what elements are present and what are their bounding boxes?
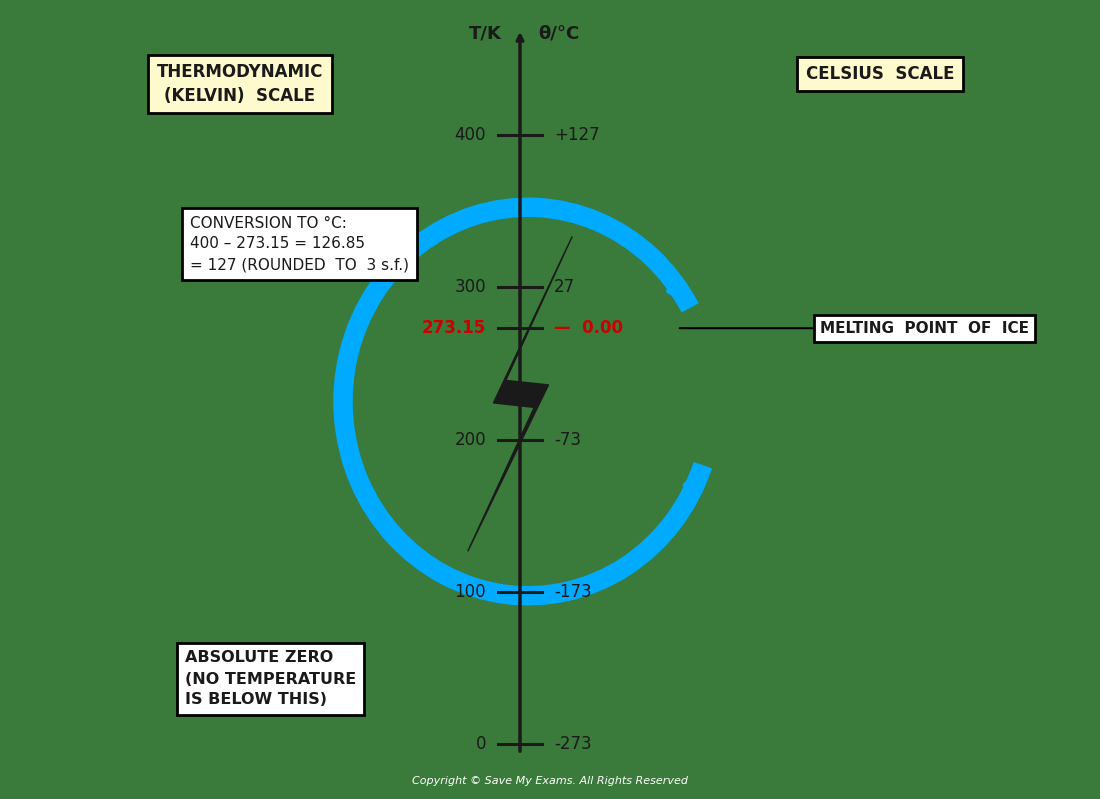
Text: —  0.00: — 0.00	[554, 320, 623, 337]
Text: 273.15: 273.15	[421, 320, 486, 337]
Text: +127: +127	[554, 126, 600, 144]
Text: -73: -73	[554, 431, 581, 448]
Text: Copyright © Save My Exams. All Rights Reserved: Copyright © Save My Exams. All Rights Re…	[412, 776, 688, 786]
Text: 300: 300	[454, 278, 486, 296]
Text: MELTING  POINT  OF  ICE: MELTING POINT OF ICE	[820, 320, 1028, 336]
Text: ABSOLUTE ZERO
(NO TEMPERATURE
IS BELOW THIS): ABSOLUTE ZERO (NO TEMPERATURE IS BELOW T…	[185, 650, 356, 707]
Text: THERMODYNAMIC
(KELVIN)  SCALE: THERMODYNAMIC (KELVIN) SCALE	[157, 63, 323, 105]
Text: θ/°C: θ/°C	[538, 25, 580, 43]
Text: CONVERSION TO °C:
400 – 273.15 = 126.85
= 127 (ROUNDED  TO  3 s.f.): CONVERSION TO °C: 400 – 273.15 = 126.85 …	[190, 216, 409, 272]
Text: -273: -273	[554, 735, 592, 753]
Text: T/K: T/K	[469, 25, 502, 43]
Polygon shape	[468, 237, 572, 551]
Text: -173: -173	[554, 582, 592, 601]
Text: CELSIUS  SCALE: CELSIUS SCALE	[806, 65, 955, 83]
Text: 0: 0	[475, 735, 486, 753]
Text: 27: 27	[554, 278, 575, 296]
Text: 100: 100	[454, 582, 486, 601]
Text: 400: 400	[454, 126, 486, 144]
Text: 200: 200	[454, 431, 486, 448]
